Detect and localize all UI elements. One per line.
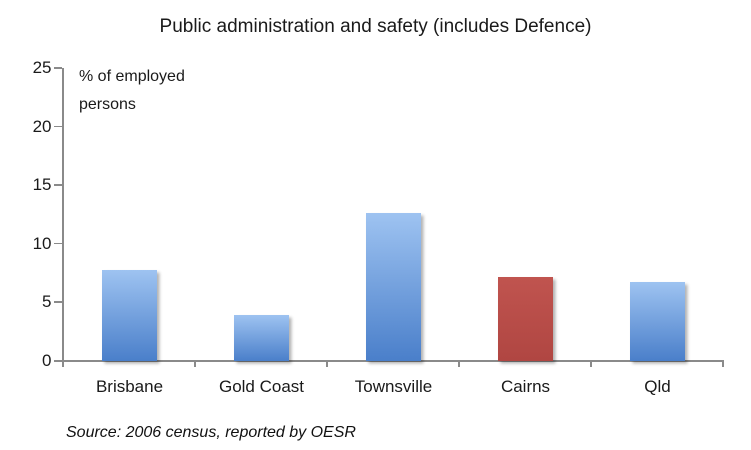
y-tick-10 bbox=[54, 242, 62, 245]
x-tick-0 bbox=[62, 361, 64, 367]
y-tick-5 bbox=[54, 301, 62, 303]
y-tick-label-10: 10 bbox=[32, 233, 52, 253]
bar-townsville bbox=[366, 213, 421, 361]
y-tick-label-20: 20 bbox=[32, 116, 52, 136]
x-category-label-brisbane: Brisbane bbox=[95, 377, 164, 396]
x-category-label-gold-coast: Gold Coast bbox=[218, 377, 305, 396]
x-category-label-cairns: Cairns bbox=[500, 377, 551, 396]
x-category-label-qld: Qld bbox=[644, 377, 671, 396]
bar-cairns bbox=[498, 276, 553, 361]
y-tick-label-25: 25 bbox=[32, 58, 52, 77]
bar-brisbane bbox=[102, 269, 157, 361]
x-tick-3 bbox=[458, 361, 460, 367]
x-category-label-townsville: Townsville bbox=[354, 377, 433, 396]
y-tick-label-0: 0 bbox=[42, 351, 52, 370]
y-tick-label-15: 15 bbox=[32, 175, 52, 195]
y-tick-25 bbox=[54, 67, 62, 69]
y-axis-label: % of employed persons bbox=[79, 68, 185, 113]
bar-gold-coast bbox=[234, 315, 289, 361]
chart-title: Public administration and safety (includ… bbox=[159, 16, 592, 37]
x-tick-1 bbox=[194, 361, 196, 367]
x-tick-4 bbox=[590, 361, 592, 367]
source-note: Source: 2006 census, reported by OESR bbox=[66, 424, 356, 441]
x-tick-5 bbox=[722, 361, 724, 367]
y-tick-label-5: 5 bbox=[42, 292, 52, 312]
y-tick-15 bbox=[54, 184, 62, 186]
x-tick-2 bbox=[326, 361, 328, 367]
y-tick-20 bbox=[54, 125, 62, 128]
y-axis-line bbox=[62, 68, 64, 367]
bar-qld bbox=[630, 282, 685, 361]
y-tick-0 bbox=[54, 360, 62, 362]
